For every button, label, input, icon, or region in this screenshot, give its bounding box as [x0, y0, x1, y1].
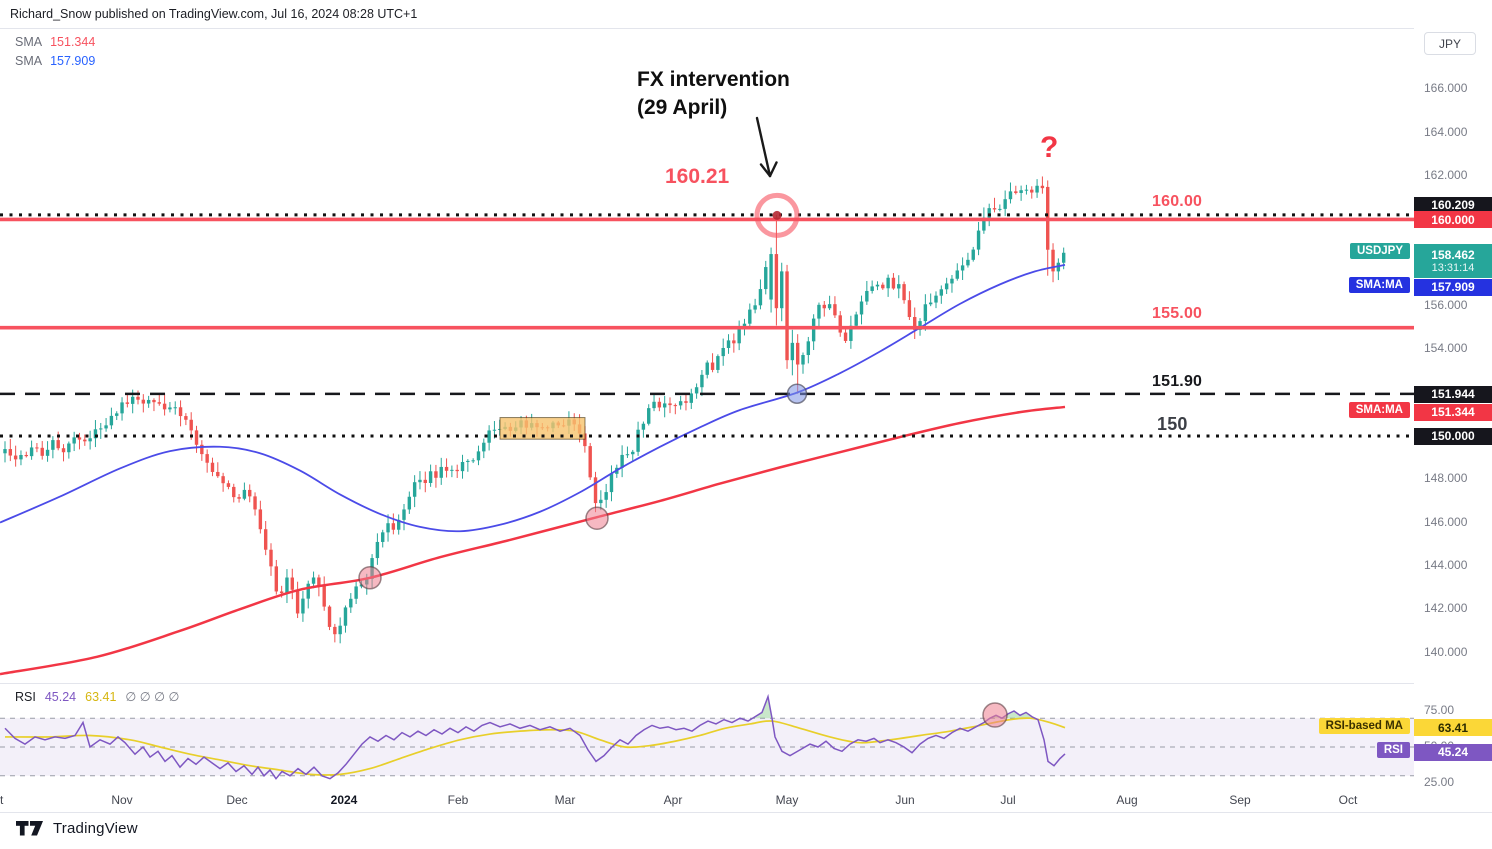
time-axis-label-2024: 2024 — [330, 793, 358, 807]
time-axis[interactable]: Oct Nov Dec 2024 Feb Mar Apr May Jun Jul Aug Sep Oct — [0, 788, 1414, 812]
rsi-ma-value: 63.41 — [85, 690, 117, 704]
axis-tick: 144.000 — [1424, 557, 1468, 572]
price-badge-151.344: 151.344 — [1414, 403, 1492, 421]
time-axis-label-Dec: Dec — [226, 793, 248, 807]
rsi-legend[interactable]: RSI 45.24 63.41 ∅ ∅ ∅ ∅ — [15, 689, 188, 704]
fx-annotation-line1: FX intervention — [637, 68, 790, 91]
axis-tick: 162.000 — [1424, 168, 1468, 183]
event-marker-circle[interactable] — [786, 383, 808, 404]
time-axis-label-Sep: Sep — [1229, 793, 1251, 807]
time-axis-label-Oct: Oct — [1338, 793, 1358, 807]
axis-tick: 154.000 — [1424, 341, 1468, 356]
attribution-text: Richard_Snow published on TradingView.co… — [10, 7, 418, 21]
float-label-usdjpy: USDJPY — [1349, 243, 1410, 259]
rsi-value: 45.24 — [44, 690, 77, 704]
price-badge-160.209: 160.209 — [1414, 196, 1492, 214]
price-badge-150.000: 150.000 — [1414, 427, 1492, 445]
axis-tick: 25.00 — [1424, 775, 1455, 789]
time-axis-label-May: May — [775, 793, 799, 807]
pane-divider-rsi[interactable] — [0, 683, 1492, 684]
axis-tick: 164.000 — [1424, 124, 1468, 139]
sma-legend-value: 151.344 — [50, 35, 96, 49]
price-callout-160-21[interactable]: 160.21 — [665, 165, 730, 188]
axis-tick: 75.00 — [1424, 703, 1455, 717]
tradingview-watermark[interactable]: TradingView — [16, 820, 138, 837]
time-axis-label-Feb: Feb — [447, 793, 469, 807]
level-label-150: 150 — [1157, 414, 1188, 434]
tradingview-wordmark: TradingView — [53, 820, 138, 837]
pane-divider-bottom — [0, 812, 1492, 813]
chart-canvas[interactable] — [0, 0, 1414, 812]
intervention-ring-dot — [772, 210, 782, 220]
price-badge-45.24: 45.24 — [1414, 743, 1492, 761]
sma-legend-row: SMA 151.344 — [15, 33, 103, 52]
sma-50-line[interactable] — [0, 264, 1066, 533]
sma-legend-value: 157.909 — [50, 54, 96, 68]
float-label-sma:ma: SMA:MA — [1348, 277, 1410, 293]
pane-divider-top — [0, 28, 1492, 29]
level-label-160.00: 160.00 — [1152, 193, 1203, 210]
axis-tick: 142.000 — [1424, 601, 1468, 616]
axis-tick: 156.000 — [1424, 298, 1468, 313]
fx-intervention-annotation[interactable]: FX intervention (29 April) — [637, 66, 790, 122]
rsi-legend-label: RSI — [15, 690, 36, 704]
float-label-rsi-based-ma: RSI-based MA — [1318, 717, 1410, 734]
time-axis-label-Jun: Jun — [895, 793, 915, 807]
price-badge-158.462: 158.462 13:31:14 — [1414, 244, 1492, 278]
intervention-ring[interactable] — [754, 192, 800, 238]
axis-tick: 148.000 — [1424, 471, 1468, 486]
level-label-155.00: 155.00 — [1152, 305, 1203, 322]
time-axis-label-Oct: Oct — [0, 793, 4, 807]
rsi-overbought-fill — [753, 699, 771, 719]
sma-200-line[interactable] — [0, 405, 1066, 676]
price-badge-63.41: 63.41 — [1414, 719, 1492, 737]
time-axis-label-Nov: Nov — [111, 793, 133, 807]
consolidation-zone-box[interactable] — [499, 417, 586, 440]
annotation-arrow — [755, 116, 778, 178]
rsi-ma-line[interactable] — [4, 717, 1066, 776]
fx-annotation-line2: (29 April) — [637, 96, 728, 119]
question-mark-annotation[interactable]: ? — [1040, 131, 1059, 164]
tradingview-logo-icon — [16, 821, 43, 836]
event-marker-circle[interactable] — [982, 702, 1008, 728]
price-badge-151.944: 151.944 — [1414, 385, 1492, 403]
price-axis[interactable]: 166.000 164.000 162.000 156.000 154.000 148.0… — [1414, 28, 1492, 812]
rsi-band — [0, 718, 1414, 776]
time-axis-label-Jul: Jul — [1000, 793, 1016, 807]
rsi-empty-slots: ∅ ∅ ∅ ∅ — [125, 690, 180, 704]
event-marker-circle[interactable] — [358, 566, 382, 590]
time-axis-label-Aug: Aug — [1116, 793, 1138, 807]
sma-legend-row: SMA 157.909 — [15, 52, 103, 71]
float-label-rsi: RSI — [1376, 742, 1410, 758]
price-badge-160.000: 160.000 — [1414, 211, 1492, 228]
axis-tick: 140.000 — [1424, 644, 1468, 659]
rsi-line[interactable] — [4, 693, 1066, 780]
price-badge-157.909: 157.909 — [1414, 278, 1492, 296]
axis-tick: 146.000 — [1424, 514, 1468, 529]
axis-tick: 166.000 — [1424, 81, 1468, 96]
float-label-sma:ma: SMA:MA — [1348, 402, 1410, 418]
level-label-151.90: 151.90 — [1152, 373, 1203, 390]
candlestick-series — [3, 176, 1066, 644]
currency-button[interactable]: JPY — [1424, 32, 1476, 55]
sma-legend-label: SMA — [15, 54, 43, 68]
sma-legend[interactable]: SMA 151.344 SMA 157.909 — [15, 33, 103, 71]
rsi-overbought-fill — [991, 711, 1033, 719]
time-axis-label-Apr: Apr — [663, 793, 683, 807]
event-marker-circle[interactable] — [585, 506, 609, 530]
sma-legend-label: SMA — [15, 35, 43, 49]
time-axis-label-Mar: Mar — [554, 793, 576, 807]
